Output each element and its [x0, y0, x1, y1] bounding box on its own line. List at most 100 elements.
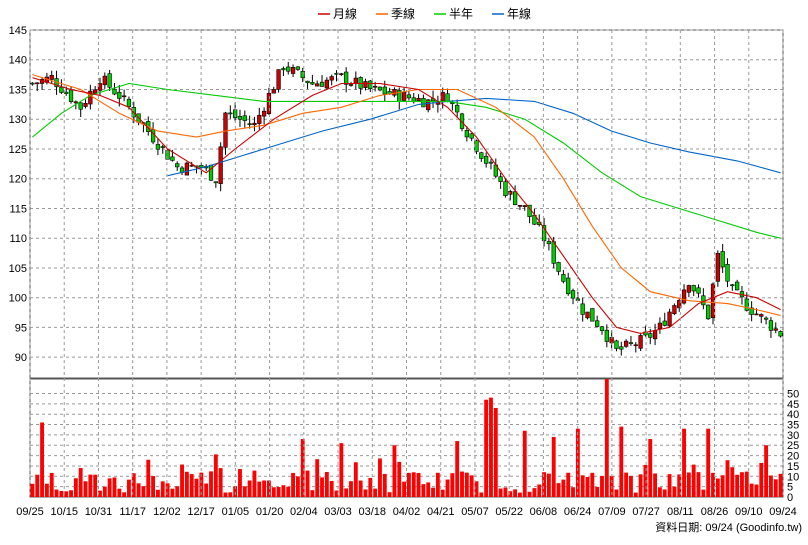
- candle-body: [126, 98, 132, 107]
- x-tick-label: 12/17: [187, 506, 215, 518]
- candle-body: [681, 289, 687, 304]
- volume-bar: [730, 467, 735, 497]
- volume-bar: [286, 486, 291, 497]
- candle-body: [696, 287, 701, 294]
- candle-body: [242, 115, 247, 121]
- volume-bar: [69, 490, 73, 497]
- candle-body: [276, 69, 281, 90]
- candle-body: [488, 161, 494, 164]
- volume-tick-label: 10: [787, 471, 799, 483]
- x-tick-label: 06/08: [530, 506, 558, 518]
- volume-bar: [764, 445, 769, 497]
- volume-bar: [117, 488, 122, 497]
- x-tick-label: 10/15: [50, 506, 78, 518]
- volume-bar: [233, 486, 238, 497]
- price-tick-label: 115: [9, 203, 27, 215]
- volume-tick-label: 45: [787, 399, 799, 411]
- price-tick-label: 110: [9, 233, 27, 245]
- candle-body: [754, 313, 759, 316]
- volume-bar: [537, 484, 542, 497]
- candle-body: [228, 112, 233, 115]
- price-tick-label: 95: [15, 322, 27, 334]
- candle-body: [455, 104, 460, 113]
- candle-body: [662, 320, 667, 326]
- candle-body: [83, 103, 88, 107]
- volume-bar: [740, 472, 744, 497]
- volume-bar: [392, 445, 397, 497]
- volume-bar: [484, 399, 489, 497]
- volume-bar: [440, 489, 445, 497]
- candle-body: [170, 156, 175, 161]
- volume-tick-label: 5: [787, 482, 793, 494]
- volume-bar: [329, 480, 334, 497]
- volume-bar: [305, 470, 310, 497]
- x-tick-label: 04/02: [393, 506, 421, 518]
- volume-bar: [715, 478, 720, 497]
- candle-body: [88, 90, 93, 105]
- candle-body: [628, 342, 634, 344]
- candle-body: [706, 304, 711, 320]
- volume-bar: [209, 471, 213, 497]
- candle-body: [638, 335, 643, 349]
- candle-body: [266, 93, 272, 114]
- footer-note: 資料日期: 09/24 (Goodinfo.tw): [655, 520, 802, 534]
- volume-bar: [170, 488, 175, 497]
- volume-bar: [358, 480, 363, 497]
- volume-bar: [595, 486, 600, 497]
- candle-body: [295, 66, 301, 70]
- volume-bar: [667, 474, 672, 497]
- x-tick-label: 09/25: [16, 506, 44, 518]
- candle-body: [720, 251, 725, 268]
- volume-tick-label: 15: [787, 461, 799, 473]
- volume-bar: [725, 460, 730, 497]
- volume-bar: [498, 488, 503, 497]
- candle-body: [30, 82, 35, 85]
- volume-bar: [49, 472, 54, 497]
- candle-body: [319, 81, 325, 87]
- candle-body: [421, 98, 426, 108]
- candle-body: [73, 101, 78, 104]
- volume-bar: [295, 476, 300, 497]
- volume-bar: [759, 462, 764, 497]
- candle-body: [213, 181, 218, 184]
- chart-legend: 月線 季線 半年 年線: [318, 6, 531, 21]
- candle-body: [271, 89, 276, 94]
- volume-bar: [614, 489, 619, 497]
- candle-body: [175, 163, 180, 168]
- volume-bar: [165, 483, 170, 497]
- volume-bar: [334, 490, 339, 497]
- volume-tick-label: 40: [787, 409, 799, 421]
- volume-bar: [450, 473, 455, 497]
- volume-bar: [527, 491, 532, 497]
- candle-body: [445, 93, 450, 103]
- candle-body: [735, 281, 740, 291]
- volume-bar: [571, 487, 575, 497]
- candle-body: [368, 80, 373, 90]
- volume-bar: [315, 459, 320, 497]
- volume-bar: [402, 481, 407, 497]
- volume-bar: [677, 474, 682, 497]
- candle-body: [469, 133, 474, 139]
- candle-body: [715, 252, 720, 282]
- candle-body: [377, 86, 383, 91]
- volume-bar: [247, 480, 252, 497]
- candle-body: [358, 77, 363, 89]
- candle-body: [541, 225, 547, 242]
- volume-bar: [387, 492, 392, 497]
- ma-year-line: [167, 97, 781, 177]
- volume-bar: [59, 490, 64, 497]
- volume-bar: [223, 492, 228, 497]
- candle-body: [406, 94, 412, 99]
- volume-bar: [136, 483, 141, 497]
- volume-bar: [503, 487, 508, 497]
- volume-bar: [339, 443, 344, 497]
- volume-bar: [83, 481, 88, 497]
- volume-bar: [662, 489, 667, 497]
- candle-body: [300, 70, 305, 79]
- volume-bar: [122, 492, 127, 497]
- candle-body: [339, 73, 344, 75]
- volume-bar: [353, 462, 358, 497]
- volume-bar: [35, 474, 40, 497]
- volume-bar: [194, 478, 199, 497]
